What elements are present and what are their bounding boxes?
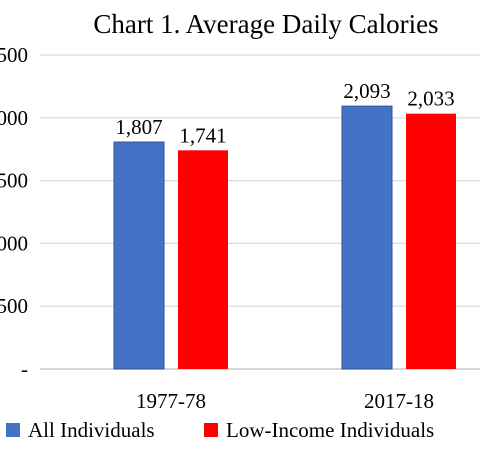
legend-swatch-low-income-individuals <box>204 423 218 437</box>
legend-label-all-individuals: All Individuals <box>28 418 155 442</box>
category-label-1977-78: 1977-78 <box>136 389 206 413</box>
y-tick-label-1000: 1,000 <box>0 231 28 255</box>
chart-title: Chart 1. Average Daily Calories <box>93 9 438 39</box>
bars <box>113 105 456 370</box>
data-label-low-income-individuals-1977-78: 1,741 <box>179 123 226 147</box>
bar-all-individuals-2017-18 <box>341 105 393 370</box>
bar-low-income-individuals-1977-78 <box>178 150 228 369</box>
data-label-all-individuals-1977-78: 1,807 <box>115 115 162 139</box>
legend-label-low-income-individuals: Low-Income Individuals <box>226 418 434 442</box>
data-label-low-income-individuals-2017-18: 2,033 <box>407 87 454 111</box>
bar-all-individuals-1977-78 <box>113 141 165 370</box>
y-tick-label-2000: 2,000 <box>0 106 28 130</box>
y-tick-label-0: - <box>21 357 28 381</box>
category-label-2017-18: 2017-18 <box>364 389 434 413</box>
y-tick-label-2500: 2,500 <box>0 43 28 67</box>
legend: All Individuals Low-Income Individuals <box>6 418 434 442</box>
legend-swatch-all-individuals <box>6 423 20 437</box>
y-tick-label-500: 500 <box>0 294 28 318</box>
category-labels: 1977-78 2017-18 <box>136 389 434 413</box>
bar-low-income-individuals-2017-18 <box>406 113 456 369</box>
y-tick-labels: - 500 1,000 1,500 2,000 2,500 <box>0 43 28 381</box>
data-labels: 1,807 1,741 2,093 2,033 <box>115 79 454 147</box>
data-label-all-individuals-2017-18: 2,093 <box>343 79 390 103</box>
y-tick-label-1500: 1,500 <box>0 169 28 193</box>
